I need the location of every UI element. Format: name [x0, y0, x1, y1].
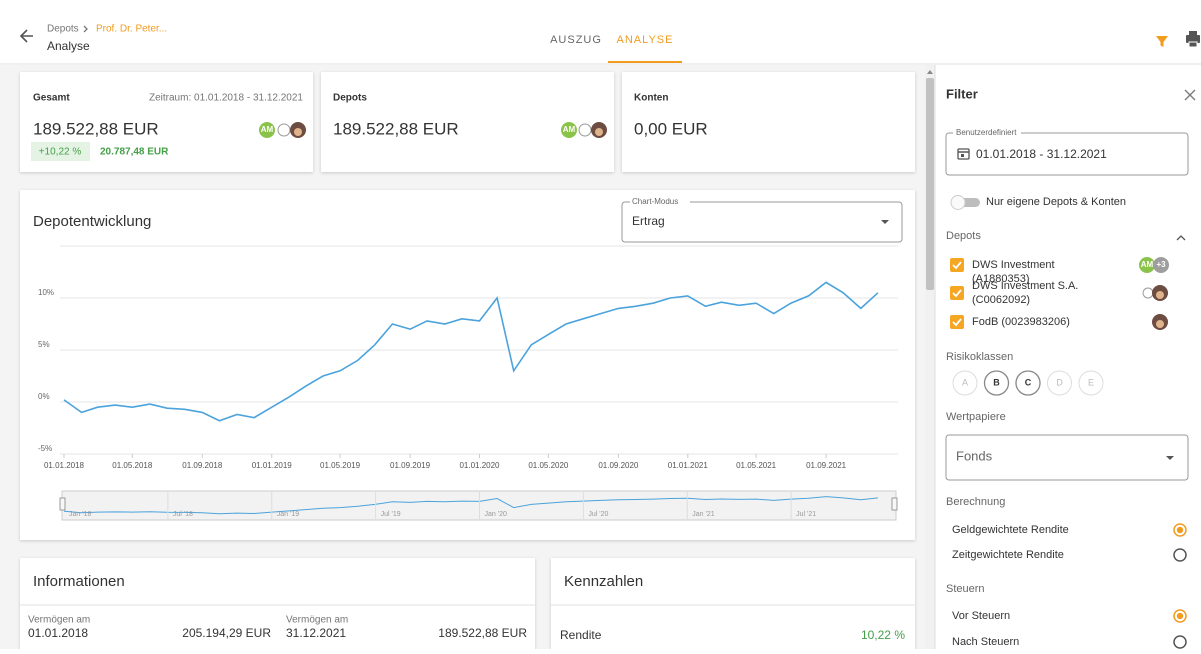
navigator-label: Jul '18	[173, 511, 193, 518]
date-range: 01.01.2018 - 31.12.2021	[976, 147, 1107, 161]
panel-title: Depotentwicklung	[33, 213, 151, 230]
depot-label: FodB (0023983206)	[972, 315, 1112, 329]
depot-list: DWS Investment (A1880353)DWS Investment …	[950, 258, 1112, 345]
select-value: Ertrag	[632, 214, 665, 228]
checkbox[interactable]	[950, 286, 964, 300]
x-tick-label: 01.01.2019	[252, 461, 293, 470]
avatar-initials: AM	[563, 125, 576, 134]
risk-class-label: A	[962, 377, 968, 387]
navigator-label: Jan '18	[69, 511, 91, 518]
card-period: Zeitraum: 01.01.2018 - 31.12.2021	[149, 93, 303, 104]
avatar-initials: AM	[261, 125, 274, 134]
info-title: Informationen	[33, 573, 125, 590]
x-tick-label: 01.01.2020	[459, 461, 500, 470]
tab[interactable]: AUSZUG	[550, 34, 602, 46]
info-label: Vermögen am	[286, 615, 348, 626]
breadcrumb[interactable]: Prof. Dr. Peter...	[96, 24, 167, 35]
card-value: 0,00 EUR	[634, 119, 708, 138]
info-date: 31.12.2021	[286, 626, 346, 640]
filter-title: Filter	[946, 86, 978, 101]
section-label: Berechnung	[946, 496, 1005, 508]
depot-checkbox[interactable]	[950, 286, 964, 300]
navigator-label: Jul '19	[381, 511, 401, 518]
x-tick-label: 01.09.2020	[598, 461, 639, 470]
avatar-group: AM	[561, 122, 607, 138]
change-absolute: 20.787,48 EUR	[100, 147, 169, 158]
depot-label: DWS Investment S.A. (C0062092)	[972, 279, 1112, 307]
tab-indicator	[608, 61, 682, 63]
section-label: Risikoklassen	[946, 351, 1013, 363]
kennzahlen-title: Kennzahlen	[564, 573, 643, 590]
card-value: 189.522,88 EUR	[33, 119, 159, 138]
section-label: Steuern	[946, 583, 985, 595]
section-label: Wertpapiere	[946, 411, 1006, 423]
scrollbar-thumb[interactable]	[926, 78, 934, 290]
app: Depots Prof. Dr. Peter... Analyse AUSZUG…	[0, 0, 1201, 649]
depot-label-box: FodB (0023983206)	[972, 315, 1112, 345]
navigator-handle[interactable]	[60, 498, 65, 510]
info-date: 01.01.2018	[28, 626, 88, 640]
info-label: Vermögen am	[28, 615, 90, 626]
x-tick-label: 01.01.2021	[668, 461, 709, 470]
navigator-label: Jan '19	[277, 511, 299, 518]
risk-class-label: D	[1056, 377, 1063, 387]
section-label: Depots	[946, 230, 981, 242]
y-tick-label: -5%	[38, 444, 52, 453]
x-tick-label: 01.09.2019	[390, 461, 431, 470]
x-tick-label: 01.01.2018	[44, 461, 85, 470]
page: Depots Prof. Dr. Peter... Analyse AUSZUG…	[0, 0, 1201, 649]
navigator-handle[interactable]	[892, 498, 897, 510]
info-value: 205.194,29 EUR	[182, 626, 271, 640]
x-tick-label: 01.05.2018	[112, 461, 153, 470]
risk-class-label: E	[1088, 377, 1094, 387]
tab-active[interactable]: ANALYSE	[617, 34, 674, 46]
breadcrumb[interactable]: Depots	[47, 24, 79, 35]
avatar-initials: AM	[1141, 260, 1154, 269]
navigator-label: Jul '20	[588, 511, 608, 518]
card-title: Depots	[333, 93, 367, 104]
avatar	[1152, 314, 1168, 330]
radio-label: Nach Steuern	[952, 636, 1019, 648]
navigator-label: Jan '21	[692, 511, 714, 518]
risk-class-label: C	[1025, 377, 1032, 387]
y-tick-label: 5%	[38, 340, 50, 349]
y-tick-label: 0%	[38, 392, 50, 401]
select-label: Chart-Modus	[632, 197, 678, 206]
metric-value: 10,22 %	[861, 628, 905, 642]
x-tick-label: 01.05.2019	[320, 461, 361, 470]
metric-label: Rendite	[560, 628, 602, 642]
depot-checkbox[interactable]	[950, 315, 964, 329]
x-tick-label: 01.09.2018	[182, 461, 223, 470]
checkbox[interactable]	[950, 258, 964, 272]
avatar-group: AM	[259, 122, 306, 138]
card-value: 189.522,88 EUR	[333, 119, 459, 138]
change-percent: +10,22 %	[39, 147, 82, 158]
radio-label: Geldgewichtete Rendite	[952, 524, 1069, 536]
page-title: Analyse	[47, 39, 90, 53]
x-tick-label: 01.05.2021	[736, 461, 777, 470]
x-tick-label: 01.09.2021	[806, 461, 847, 470]
x-tick-label: 01.05.2020	[528, 461, 569, 470]
card-title: Gesamt	[33, 93, 70, 104]
header	[0, 0, 1201, 64]
avatar-more-count: +3	[1156, 260, 1166, 269]
risk-class-label: B	[993, 377, 1000, 387]
field-label: Benutzerdefiniert	[956, 128, 1017, 137]
info-value: 189.522,88 EUR	[438, 626, 527, 640]
y-tick-label: 10%	[38, 288, 54, 297]
navigator-label: Jul '21	[796, 511, 816, 518]
depot-label-box: DWS Investment S.A. (C0062092)	[972, 279, 1112, 309]
depot-checkbox[interactable]	[950, 258, 964, 272]
select-value: Fonds	[956, 448, 993, 463]
toggle-label: Nur eigene Depots & Konten	[986, 196, 1126, 208]
radio-label: Vor Steuern	[952, 610, 1010, 622]
card-title: Konten	[634, 93, 668, 104]
checkbox[interactable]	[950, 315, 964, 329]
navigator-label: Jan '20	[485, 511, 507, 518]
radio-label: Zeitgewichtete Rendite	[952, 549, 1064, 561]
